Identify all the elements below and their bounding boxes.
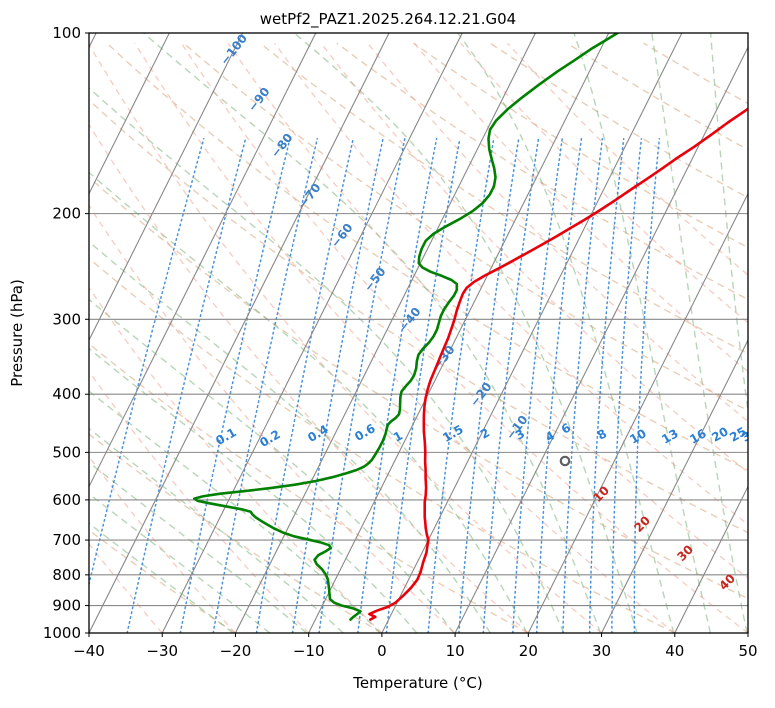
moist-adiabat [89,390,381,633]
lcl-marker-dot [559,455,571,467]
isotherm-line [308,33,610,633]
pseudoadiabat [413,42,748,373]
moist-adiabat [89,298,455,633]
x-tick-label: 20 [519,642,538,660]
mixing-ratio-line [512,137,563,633]
mixing-ratio-line [427,137,495,633]
dry-adiabat [336,42,748,301]
moist-adiabat [89,427,344,633]
mixing-ratio-line [535,137,583,633]
isotherm-line [454,45,748,633]
y-tick-label: 800 [52,566,81,584]
mixing-ratio-line [126,137,247,633]
mixing-ratio-line [212,137,319,633]
mixing-ratio-lines [89,137,661,633]
moist-adiabat [457,33,675,633]
y-tick-label: 300 [52,310,81,328]
pseudoadiabat [89,43,603,633]
mixing-ratio-line [318,137,406,633]
y-axis-title: Pressure (hPa) [8,279,26,387]
dry-adiabat [89,99,748,534]
moist-adiabat [89,240,491,633]
y-tick-label: 700 [52,531,81,549]
x-tick-label: −30 [146,642,178,660]
mixing-ratio-line [611,137,643,633]
dry-adiabat [106,42,748,471]
isotherm-line [89,33,317,488]
pseudoadiabat [89,542,163,633]
x-axis-ticks: −40 −30 −20 −10 0 10 20 30 40 50 [73,633,758,660]
dry-adiabat [89,176,748,600]
y-tick-label: 600 [52,491,81,509]
x-tick-label: 40 [665,642,684,660]
mixing-ratio-line [179,137,291,633]
y-tick-label: 100 [52,24,81,42]
y-tick-label: 1000 [43,624,81,642]
x-tick-label: 10 [446,642,465,660]
pseudoadiabat [89,123,529,633]
x-tick-label: −20 [220,642,252,660]
moist-adiabat [293,33,638,633]
y-tick-label: 200 [52,205,81,223]
pseudoadiabat [274,42,748,526]
isotherm-lines [89,33,748,633]
pseudoadiabat [89,370,310,633]
pseudoadiabat [89,286,383,633]
y-tick-label: 400 [52,385,81,403]
moist-adiabat [651,33,748,633]
profile-temperature [368,107,748,621]
x-tick-label: −40 [73,642,105,660]
moist-adiabat [89,87,565,633]
y-tick-label: 500 [52,443,81,461]
isotherm-line [527,192,748,633]
mixing-ratio-line [255,137,354,633]
mixing-ratio-label: 25 [727,424,748,444]
lcl-marker [559,455,571,467]
isotherm-line [674,485,748,633]
dry-adiabat [89,342,529,633]
plot-border [88,32,749,634]
isotherm-line [161,33,463,633]
profile-dewpoint [193,33,619,621]
mixing-ratio-line [291,137,384,633]
y-tick-label: 900 [52,597,81,615]
mixing-ratio-label: 30 [739,424,760,444]
dry-adiabat-lines [89,42,748,633]
x-tick-label: 30 [592,642,611,660]
mixing-ratio-line [385,137,461,633]
pseudoadiabat [180,42,748,633]
isotherm-line [601,338,748,633]
isotherm-line [89,33,244,342]
page-title: wetPf2_PAZ1.2025.264.12.21.G04 [260,10,516,29]
mixing-ratio-line [89,137,205,588]
moist-adiabat-lines [89,33,748,633]
mixing-ratio-line [588,137,625,633]
mixing-ratio-line [633,137,661,633]
pseudoadiabat [367,42,748,423]
x-tick-label: 0 [377,642,387,660]
mixing-ratio-line [458,137,520,633]
mixing-ratio-line [482,137,540,633]
pseudoadiabat [89,455,236,633]
dry-adiabat [89,433,383,633]
x-axis-title: Temperature (°C) [352,674,482,692]
x-tick-label: 50 [738,642,757,660]
moist-adiabat [573,33,712,633]
dry-adiabat [259,42,748,355]
mixing-ratio-line [562,137,604,633]
dry-adiabat [89,529,236,633]
y-axis-ticks: 100 200 300 400 500 600 700 800 900 1000 [43,24,89,642]
isotherm-line [89,33,390,633]
mixing-ratio-line [357,137,438,633]
x-tick-label: −10 [293,642,325,660]
moist-adiabat [89,461,307,633]
sounding-profiles [193,33,748,621]
isotherm-line [89,33,170,195]
isotherm-line [381,33,683,633]
moist-adiabat [709,33,748,417]
